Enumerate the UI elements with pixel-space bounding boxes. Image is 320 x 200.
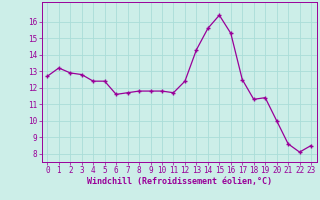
X-axis label: Windchill (Refroidissement éolien,°C): Windchill (Refroidissement éolien,°C) [87, 177, 272, 186]
